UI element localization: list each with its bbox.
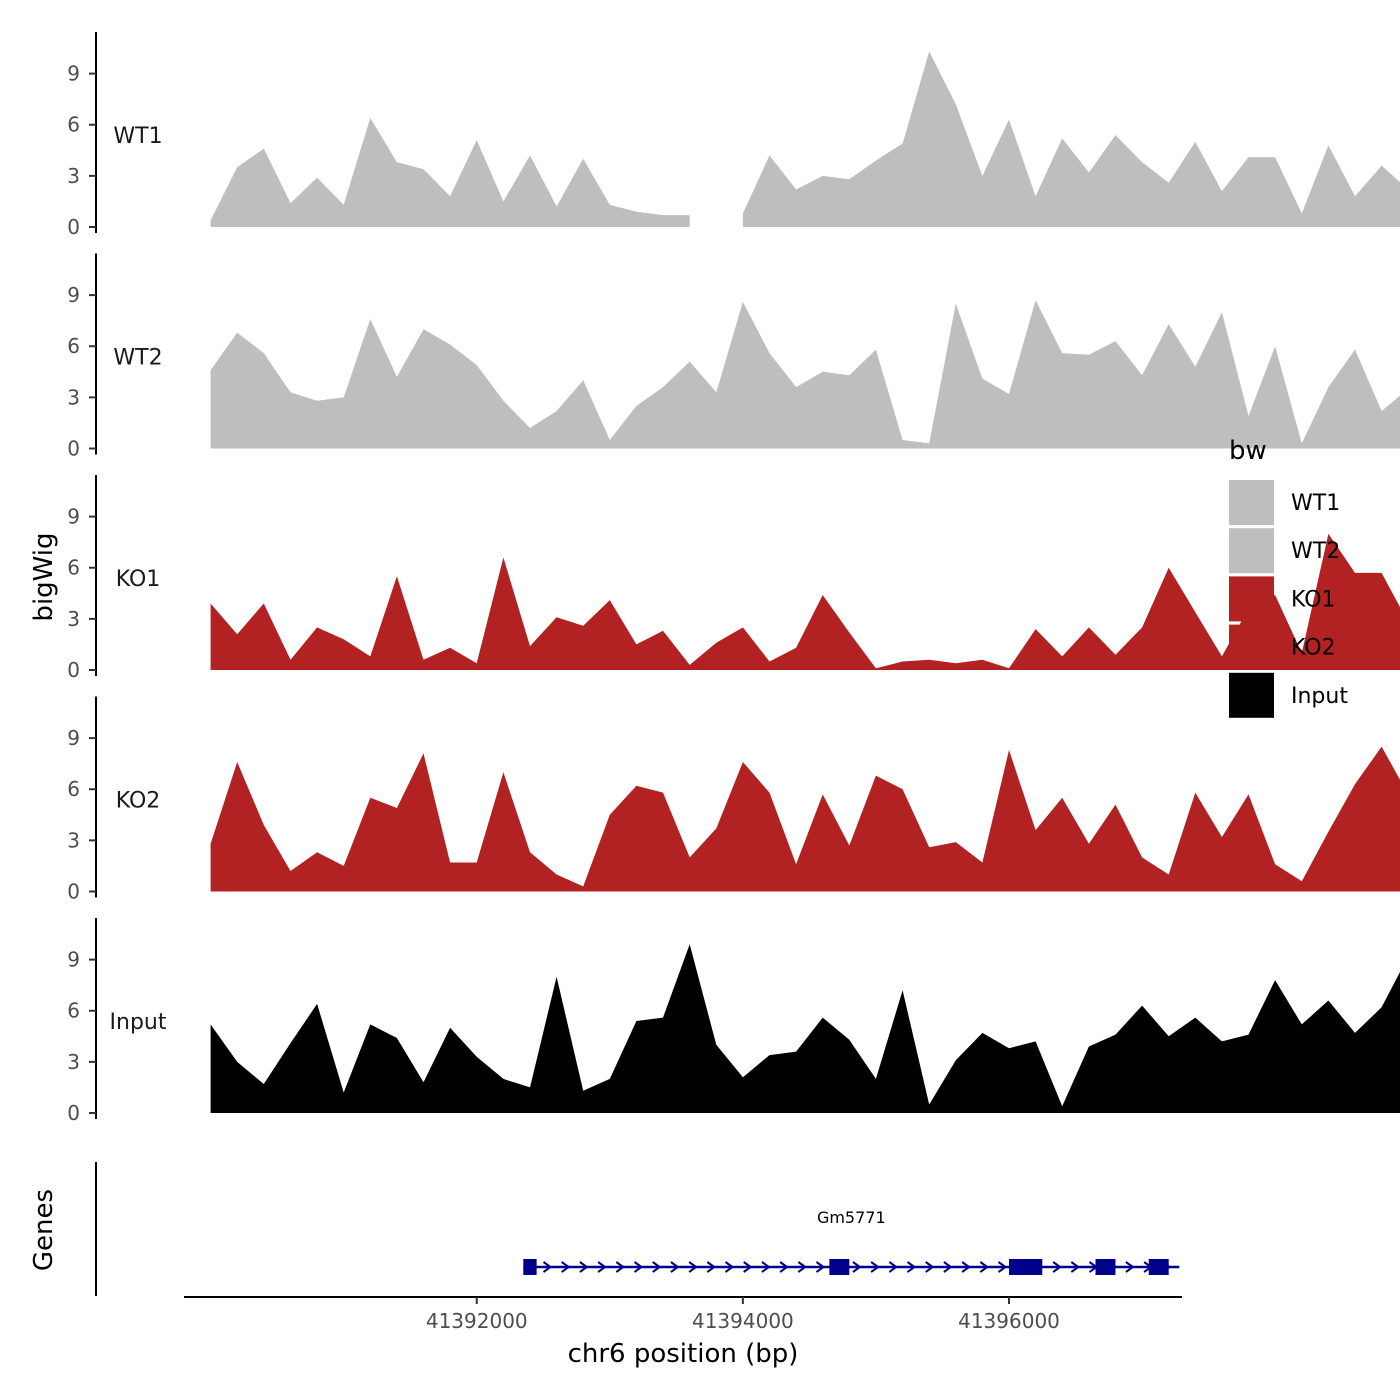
legend-key-wt1 xyxy=(1229,480,1274,525)
track-label-ko2: KO2 xyxy=(116,789,161,814)
genes-track: Genes Gm5771 xyxy=(29,1162,1180,1296)
x-axis-title: chr6 position (bp) xyxy=(568,1339,799,1369)
strand-arrow xyxy=(943,1261,953,1273)
y-tick-label-wt2-3: 3 xyxy=(67,385,80,409)
strand-arrow xyxy=(615,1261,626,1273)
area-wt1-segment-2 xyxy=(742,51,1400,227)
strand-arrow xyxy=(597,1261,607,1273)
genes-track-title: Genes xyxy=(29,1189,59,1271)
legend-key-ko2 xyxy=(1229,624,1274,670)
y-tick-label-input-6: 6 xyxy=(67,999,80,1023)
x-tick-label-41396000: 41396000 xyxy=(958,1309,1060,1333)
exon-5 xyxy=(1148,1259,1169,1275)
strand-arrow xyxy=(743,1261,753,1273)
y-tick-label-wt1-9: 9 xyxy=(67,62,80,86)
y-tick-label-wt1-6: 6 xyxy=(67,113,80,137)
strand-arrow xyxy=(779,1261,789,1273)
strand-arrow xyxy=(906,1261,917,1273)
track-input: 0 3 6 9 Input xyxy=(67,918,1400,1125)
area-wt2-segment-1 xyxy=(210,300,1400,449)
strand-arrow xyxy=(542,1261,553,1273)
y-tick-label-ko1-6: 6 xyxy=(67,556,80,580)
strand-arrow xyxy=(925,1261,935,1273)
strand-arrow xyxy=(870,1261,880,1273)
legend-label-input: Input xyxy=(1291,684,1348,709)
y-tick-label-wt1-3: 3 xyxy=(67,164,80,188)
strand-arrow xyxy=(1125,1261,1135,1273)
legend-label-ko1: KO1 xyxy=(1291,587,1336,612)
y-tick-label-input-3: 3 xyxy=(67,1050,80,1074)
y-tick-label-ko2-3: 3 xyxy=(67,828,80,852)
strand-arrow xyxy=(961,1261,971,1273)
strand-arrow xyxy=(815,1261,826,1273)
track-label-ko1: KO1 xyxy=(116,567,161,592)
strand-arrow xyxy=(852,1261,862,1273)
y-tick-label-ko2-6: 6 xyxy=(67,777,80,801)
exon-2 xyxy=(829,1259,850,1275)
strand-arrow xyxy=(670,1261,680,1273)
y-tick-label-ko1-3: 3 xyxy=(67,607,80,631)
strand-arrow xyxy=(561,1261,571,1273)
y-tick-label-ko1-9: 9 xyxy=(67,505,80,529)
exon-3 xyxy=(1009,1259,1043,1275)
y-tick-label-ko2-0: 0 xyxy=(67,880,80,904)
x-axis: chr6 position (bp) 41392000 41394000 41396… xyxy=(184,1296,1182,1369)
strand-arrow xyxy=(688,1261,698,1273)
y-tick-label-wt2-9: 9 xyxy=(67,283,80,307)
strand-arrow xyxy=(652,1261,662,1273)
y-tick-label-ko1-0: 0 xyxy=(67,658,80,682)
legend: bw WT1 WT2 KO1 KO2 Input xyxy=(1229,436,1348,718)
area-wt1-segment-1 xyxy=(210,117,690,227)
exon-4 xyxy=(1095,1259,1116,1275)
coverage-tracks: 0 3 6 9 WT1 0 3 6 9 WT2 0 3 6 9 KO1 0 3 6 9 KO2 0 3 6 9 Input xyxy=(67,32,1400,1125)
track-label-input: Input xyxy=(110,1010,167,1035)
y-tick-label-wt2-0: 0 xyxy=(67,437,80,461)
legend-label-ko2: KO2 xyxy=(1291,636,1336,661)
y-tick-label-input-0: 0 xyxy=(67,1101,80,1125)
strand-arrow xyxy=(1070,1261,1081,1273)
strand-arrow xyxy=(724,1261,735,1273)
legend-title: bw xyxy=(1229,436,1267,466)
track-label-wt1: WT1 xyxy=(113,124,162,149)
y-axis-title: bigWig xyxy=(29,532,59,621)
x-tick-label-41392000: 41392000 xyxy=(426,1309,528,1333)
legend-label-wt2: WT2 xyxy=(1291,539,1340,564)
track-ko1: 0 3 6 9 KO1 xyxy=(67,475,1400,682)
strand-arrow xyxy=(1052,1261,1062,1273)
y-tick-label-input-9: 9 xyxy=(67,948,80,972)
legend-key-ko1 xyxy=(1229,576,1274,622)
y-tick-label-wt1-0: 0 xyxy=(67,215,80,239)
x-tick-label-41394000: 41394000 xyxy=(692,1309,794,1333)
strand-arrow xyxy=(633,1261,644,1273)
legend-key-input xyxy=(1229,672,1274,718)
gene-label: Gm5771 xyxy=(817,1208,886,1227)
strand-arrow xyxy=(979,1261,990,1273)
area-ko2-segment-1 xyxy=(210,746,1400,892)
strand-arrow xyxy=(997,1261,1008,1273)
area-input-segment-1 xyxy=(210,944,1400,1113)
y-tick-label-wt2-6: 6 xyxy=(67,334,80,358)
track-label-wt2: WT2 xyxy=(113,346,162,371)
strand-arrow xyxy=(797,1261,808,1273)
area-ko1-segment-1 xyxy=(210,533,1400,670)
track-ko2: 0 3 6 9 KO2 xyxy=(67,696,1400,904)
strand-arrow xyxy=(579,1261,589,1273)
exon-1 xyxy=(523,1259,537,1275)
strand-arrow xyxy=(888,1261,899,1273)
track-wt1: 0 3 6 9 WT1 xyxy=(67,32,1400,239)
track-wt2: 0 3 6 9 WT2 xyxy=(67,253,1400,461)
legend-key-wt2 xyxy=(1229,528,1274,574)
strand-arrow xyxy=(761,1261,771,1273)
strand-arrow xyxy=(706,1261,717,1273)
y-tick-label-ko2-9: 9 xyxy=(67,726,80,750)
legend-label-wt1: WT1 xyxy=(1291,491,1340,516)
